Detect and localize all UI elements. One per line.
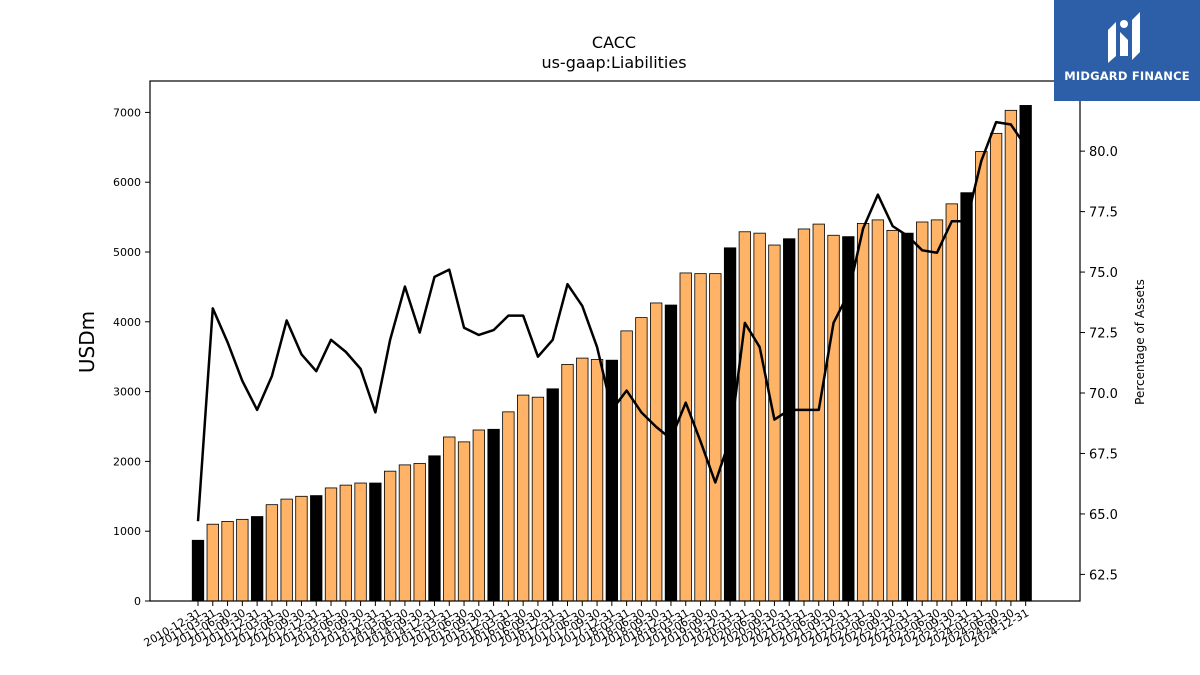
y2-tick-label: 77.5 <box>1089 206 1118 221</box>
line-series <box>196 120 1027 522</box>
y2-tick-label: 65.0 <box>1089 508 1118 523</box>
bar <box>191 539 205 602</box>
bar <box>472 429 485 602</box>
brand-logo: MIDGARD FINANCE <box>1054 0 1200 101</box>
bar <box>531 396 545 602</box>
brand-name: MIDGARD FINANCE <box>1064 69 1190 83</box>
y-tick-label: 0 <box>134 595 141 608</box>
axes: 0 1000 2000 3000 4000 5000 6000 7000 62.5 65.0 67.… <box>113 80 1118 650</box>
bar <box>679 272 692 602</box>
bar <box>650 302 663 602</box>
chart-subtitle: us-gaap:Liabilities <box>541 53 686 72</box>
bar <box>339 484 352 602</box>
bar <box>561 363 574 602</box>
y-tick-label: 2000 <box>113 455 141 468</box>
y-tick-label: 1000 <box>113 525 141 538</box>
bar <box>502 411 515 602</box>
chart-title: CACC <box>592 33 636 52</box>
bar <box>457 441 471 602</box>
y-tick-label: 7000 <box>113 106 141 119</box>
bar <box>723 247 737 602</box>
bar <box>989 132 1003 602</box>
bar <box>487 428 500 602</box>
plot-frame <box>149 80 1081 602</box>
bar <box>664 304 678 602</box>
bar <box>856 222 870 602</box>
bar <box>250 516 264 602</box>
bar <box>753 232 766 602</box>
midgard-logo-icon <box>1108 12 1140 63</box>
bar <box>694 273 707 602</box>
y2-axis-label: Percentage of Assets <box>1133 279 1147 405</box>
bar <box>945 203 958 602</box>
y-axis-label: USDm <box>75 311 99 373</box>
bar <box>265 504 279 602</box>
bar <box>221 521 234 602</box>
bar <box>635 317 648 602</box>
bar <box>768 244 781 602</box>
y2-tick-label: 75.0 <box>1089 266 1118 281</box>
bar <box>797 228 811 602</box>
bar <box>369 482 382 602</box>
bar <box>975 151 988 602</box>
bar <box>280 498 293 602</box>
y2-tick-label: 80.0 <box>1089 145 1118 160</box>
bar <box>517 394 530 602</box>
bar <box>398 464 412 602</box>
bar <box>960 192 973 602</box>
bar <box>916 221 929 602</box>
bar <box>1004 109 1018 602</box>
bar <box>295 495 308 602</box>
y-tick-label: 4000 <box>113 316 141 329</box>
bar <box>827 234 840 602</box>
bar <box>324 487 338 602</box>
y2-tick-label: 62.5 <box>1089 568 1118 583</box>
bar <box>709 273 722 602</box>
y2-tick-label: 72.5 <box>1089 327 1118 342</box>
bar <box>590 359 604 602</box>
bar <box>901 232 914 602</box>
bar <box>812 223 825 602</box>
bar <box>443 436 456 602</box>
bar <box>1019 105 1032 602</box>
y-tick-label: 3000 <box>113 386 141 399</box>
y-tick-label: 6000 <box>113 176 141 189</box>
bar <box>546 388 559 602</box>
bar <box>576 357 589 602</box>
y2-tick-label: 67.5 <box>1089 447 1118 462</box>
y-tick-label: 5000 <box>113 246 141 259</box>
bar <box>354 482 367 602</box>
bar <box>783 238 796 602</box>
bar <box>886 229 899 602</box>
bar <box>871 219 885 602</box>
bar <box>206 523 219 602</box>
percentage-line <box>196 120 1027 522</box>
bar <box>738 231 752 602</box>
bar-series <box>191 105 1032 602</box>
bar <box>413 463 426 602</box>
bar <box>310 495 323 602</box>
bar <box>930 219 944 602</box>
bar <box>620 330 633 602</box>
bar <box>428 455 441 602</box>
bar <box>383 470 397 602</box>
bar <box>236 518 249 602</box>
y2-tick-label: 70.0 <box>1089 387 1118 402</box>
